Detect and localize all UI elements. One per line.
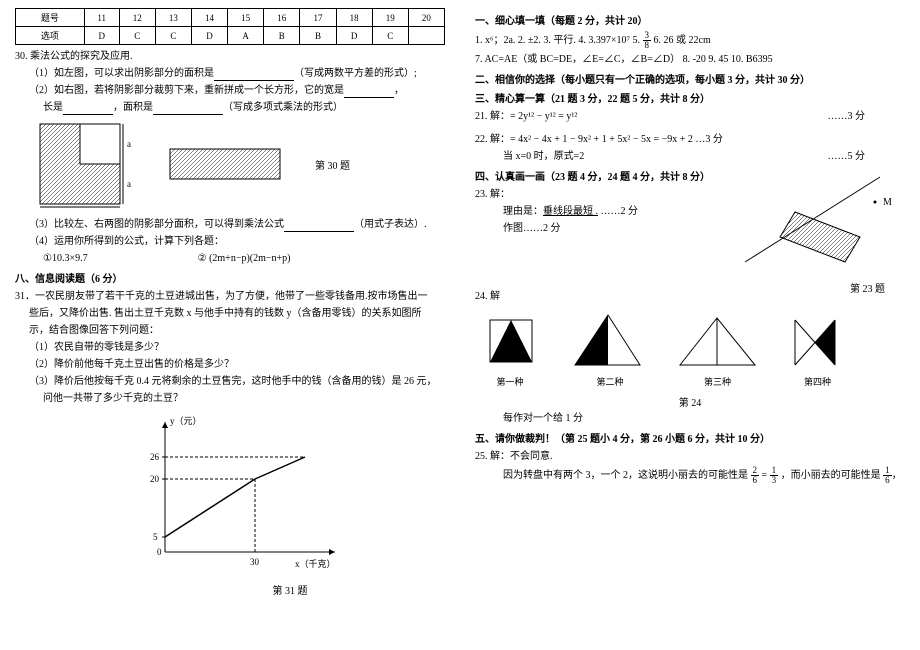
svg-text:y（元）: y（元） [170, 416, 202, 426]
q23-block: 23. 解： 理由是：垂线段最短 . ……2 分 作图……2 分 M 第 23 … [475, 187, 905, 287]
section-8: 八、信息阅读题（6 分） [15, 272, 445, 287]
fig24-caption: 第 24 [475, 394, 905, 409]
chart-31: y（元） x（千克） 0 5 20 26 30 第 31 题 [135, 412, 445, 597]
svg-text:a: a [127, 139, 131, 149]
svg-text:x（千克）: x（千克） [295, 559, 336, 569]
ans-22: 22. 解：= 4x² − 4x + 1 − 9x² + 1 + 5x² − 5… [475, 132, 905, 147]
q30-4b: ② (2m+n−p)(2m−n+p) [198, 251, 291, 266]
svg-text:0: 0 [157, 547, 162, 557]
section-1: 一、细心填一填（每题 2 分，共计 20） [475, 12, 905, 27]
section-3: 三、精心算一算（21 题 3 分，22 题 5 分，共计 8 分） [475, 90, 905, 105]
svg-text:M: M [883, 197, 892, 208]
q31: 31．一农民朋友带了若干千克的土豆进城出售，为了方便，他带了一些零钱备用.按市场… [15, 289, 445, 304]
ans-25: 25. 解：不会同意. [475, 449, 905, 464]
svg-text:b: b [97, 208, 102, 209]
ans-1-5: 1. x⁶；2a. 2. ±2. 3. 平行. 4. 3.397×10⁷ 5. … [475, 31, 905, 50]
section-2: 二、相信你的选择（每小题只有一个正确的选项，每小题 3 分，共计 30 分） [475, 71, 905, 86]
q30-4: （4）运用你所得到的公式，计算下列各题： [15, 234, 445, 249]
figure-30: a a b b 第 30 题 [35, 119, 445, 209]
fig23-caption: 第 23 题 [850, 280, 885, 295]
svg-text:b: b [57, 208, 62, 209]
svg-text:5: 5 [153, 532, 158, 542]
chart31-caption: 第 31 题 [135, 582, 445, 597]
q31-2: （2）降价前他每千克土豆出售的价格是多少？ [15, 357, 445, 372]
svg-text:30: 30 [250, 557, 260, 567]
ans-24-note: 每作对一个给 1 分 [475, 411, 905, 426]
th: 题号 [16, 9, 85, 27]
ans-25-reason: 因为转盘中有两个 3，一个 2，这说明小丽去的可能性是 26 = 13 ，而小丽… [475, 466, 905, 485]
svg-text:a: a [127, 179, 131, 189]
q31-3: （3）降价后他按每千克 0.4 元将剩余的土豆售完，这时他手中的钱（含备用的钱）… [15, 374, 445, 389]
ans-24: 24. 解 [475, 289, 905, 304]
answer-table: 题号11121314151617181920 选项DCCDABBDC [15, 8, 445, 45]
q30-3: （3）比较左、右两图的阴影部分面积，可以得到乘法公式（用式子表达）. [15, 217, 445, 232]
ans-7-10: 7. AC=AE（或 BC=DE，∠E=∠C，∠B=∠D） 8. -20 9. … [475, 52, 905, 67]
svg-text:26: 26 [150, 452, 160, 462]
svg-text:20: 20 [150, 474, 160, 484]
ans-21: 21. 解：= 2y¹² − y¹² = y¹²……3 分 [475, 109, 905, 124]
q30-2: （2）如右图，若将阴影部分裁剪下来，重新拼成一个长方形，它的宽是， [15, 83, 445, 98]
q31-1: （1）农民自带的零钱是多少？ [15, 340, 445, 355]
section-5: 五、请你做裁判！（第 25 题小 4 分，第 26 小题 6 分，共计 10 分… [475, 430, 905, 445]
q30-1: （1）如左图，可以求出阴影部分的面积是（写成两数平方差的形式）; [15, 66, 445, 81]
q30: 30. 乘法公式的探究及应用. [15, 49, 445, 64]
figure-24: 第一种 第二种 第三种 第四种 [475, 310, 905, 388]
figure-23: M [725, 167, 905, 277]
q30-4a: ①10.3×9.7 [43, 251, 88, 266]
fig30-caption: 第 30 题 [315, 157, 350, 172]
